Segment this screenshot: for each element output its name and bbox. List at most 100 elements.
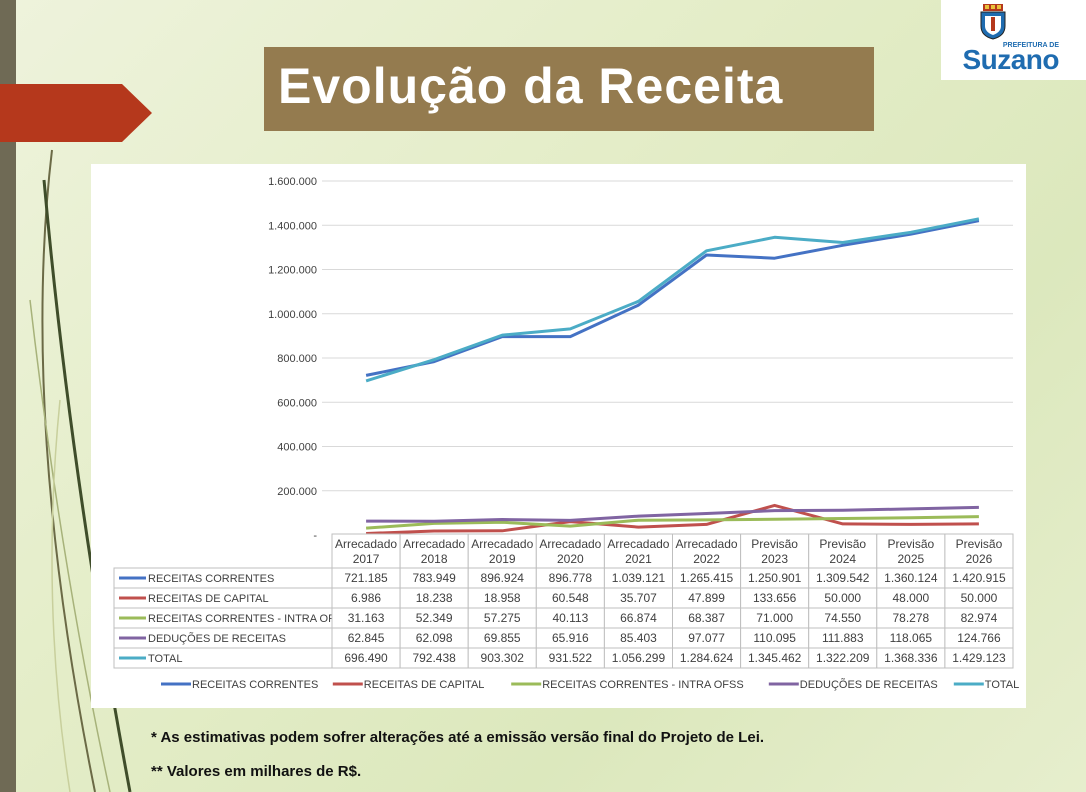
data-label: 1.429.123 [952, 651, 1006, 665]
data-label: 68.387 [688, 611, 725, 625]
data-label: 903.302 [481, 651, 525, 665]
data-label: 85.403 [620, 631, 657, 645]
data-label: 896.778 [549, 571, 593, 585]
data-label: 74.550 [824, 611, 861, 625]
page-title: Evolução da Receita [278, 58, 784, 114]
x-category-year: 2023 [761, 552, 788, 566]
series-name: DEDUÇÕES DE RECEITAS [148, 632, 286, 645]
y-tick-label: 600.000 [277, 397, 317, 409]
data-label: 62.098 [416, 631, 453, 645]
data-label: 57.275 [484, 611, 521, 625]
data-label: 1.368.336 [884, 651, 938, 665]
x-category-year: 2022 [693, 552, 720, 566]
data-label: 783.949 [412, 571, 456, 585]
x-category-label: Previsão [819, 537, 866, 551]
data-label: 1.360.124 [884, 571, 938, 585]
coat-of-arms-icon [980, 4, 1006, 40]
y-tick-label: 400.000 [277, 442, 317, 454]
series-line [366, 505, 979, 523]
data-label: 52.349 [416, 611, 453, 625]
data-label: 1.039.121 [612, 571, 666, 585]
x-category-label: Previsão [888, 537, 935, 551]
table-header-cell [740, 533, 810, 569]
data-label: 1.056.299 [612, 651, 666, 665]
data-label: 6.986 [351, 591, 381, 605]
data-label: 1.250.901 [748, 571, 802, 585]
data-label: 97.077 [688, 631, 725, 645]
y-tick-label: 1.000.000 [268, 309, 317, 321]
data-label: 18.958 [484, 591, 521, 605]
legend-label: RECEITAS CORRENTES [192, 679, 318, 691]
logo-name: Suzano [962, 44, 1059, 75]
data-label: 65.916 [552, 631, 589, 645]
data-label: 31.163 [348, 611, 385, 625]
data-label: 40.113 [552, 611, 588, 625]
data-label: 1.265.415 [680, 571, 734, 585]
y-tick-label: 200.000 [277, 486, 317, 498]
series-name: RECEITAS CORRENTES - INTRA OFSS [148, 613, 350, 625]
x-category-label: Arrecadado [403, 537, 465, 551]
data-label: 50.000 [824, 591, 861, 605]
chart-panel: 1.600.000 1.400.000 1.200.000 1.000.000 800.… [91, 164, 1026, 708]
data-label: 82.974 [961, 611, 998, 625]
x-category-year: 2024 [829, 552, 856, 566]
logo: PREFEITURA DE Suzano [941, 0, 1086, 80]
series-name: RECEITAS CORRENTES [148, 573, 274, 585]
x-category-year: 2021 [625, 552, 652, 566]
x-category-year: 2017 [353, 552, 380, 566]
data-label: 47.899 [688, 591, 725, 605]
data-label: 124.766 [957, 631, 1001, 645]
data-label: 18.238 [416, 591, 453, 605]
data-label: 1.420.915 [952, 571, 1006, 585]
data-label: 50.000 [961, 591, 998, 605]
title-banner: Evolução da Receita [264, 47, 874, 131]
y-tick-label: 1.600.000 [268, 176, 317, 188]
x-category-label: Previsão [751, 537, 798, 551]
data-label: 1.322.209 [816, 651, 870, 665]
data-label: 1.284.624 [680, 651, 734, 665]
data-label: 696.490 [344, 651, 388, 665]
y-tick-label: 1.200.000 [268, 265, 317, 277]
x-category-label: Arrecadado [471, 537, 533, 551]
series-line [366, 503, 979, 535]
series-name: RECEITAS DE CAPITAL [148, 593, 269, 605]
data-label: 48.000 [892, 591, 929, 605]
data-label: 792.438 [412, 651, 456, 665]
data-label: 111.883 [822, 631, 864, 645]
table-row-header-cell [113, 647, 333, 669]
data-label: 35.707 [620, 591, 657, 605]
legend-label: RECEITAS CORRENTES - INTRA OFSS [542, 679, 744, 691]
data-label: 69.855 [484, 631, 521, 645]
y-tick-label: - [313, 530, 317, 542]
y-tick-label: 1.400.000 [268, 220, 317, 232]
table-header-cell [603, 533, 674, 569]
x-category-year: 2019 [489, 552, 516, 566]
series-line [365, 515, 979, 530]
series-line [365, 219, 980, 377]
x-category-year: 2026 [966, 552, 993, 566]
legend-label: DEDUÇÕES DE RECEITAS [800, 678, 938, 691]
line-chart: 1.600.000 1.400.000 1.200.000 1.000.000 800.… [113, 176, 1019, 691]
footnote-units: ** Valores em milhares de R$. [151, 763, 362, 780]
x-category-year: 2018 [421, 552, 448, 566]
table-header-cell [399, 533, 469, 569]
x-category-label: Arrecadado [607, 537, 669, 551]
data-label: 110.095 [753, 631, 796, 645]
series-name: TOTAL [148, 653, 182, 665]
series-line [365, 217, 980, 383]
data-label: 721.185 [344, 571, 388, 585]
data-label: 118.065 [890, 631, 933, 645]
table-header-cell [876, 533, 946, 569]
left-arrow-shape [0, 84, 152, 142]
data-label: 66.874 [620, 611, 657, 625]
x-category-label: Previsão [956, 537, 1003, 551]
data-label: 78.278 [892, 611, 929, 625]
legend-label: RECEITAS DE CAPITAL [364, 679, 485, 691]
y-tick-label: 800.000 [277, 353, 317, 365]
data-label: 60.548 [552, 591, 589, 605]
table-header-cell [944, 533, 1014, 569]
x-category-label: Arrecadado [539, 537, 601, 551]
left-sidebar-bar [0, 0, 16, 792]
x-category-year: 2020 [557, 552, 584, 566]
x-category-label: Arrecadado [335, 537, 397, 551]
